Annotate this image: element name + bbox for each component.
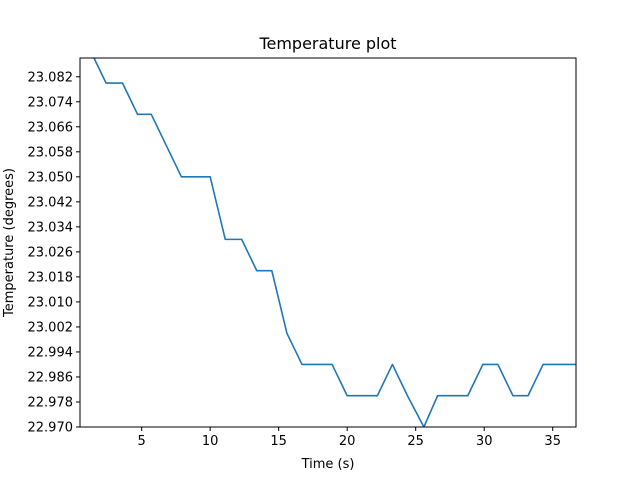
y-tick-label: 22.978 <box>28 395 74 410</box>
y-tick-label: 23.066 <box>28 120 74 135</box>
y-axis: 22.970 22.978 22.986 22.994 23.002 23.010 23.0… <box>28 70 80 436</box>
x-tick-label: 25 <box>407 434 424 449</box>
y-tick-label: 22.970 <box>28 421 74 436</box>
x-tick-label: 20 <box>339 434 356 449</box>
y-tick-label: 23.058 <box>28 145 74 160</box>
y-tick-label: 23.010 <box>28 295 74 310</box>
y-axis-label: Temperature (degrees) <box>2 168 17 318</box>
y-tick-label: 23.018 <box>28 270 74 285</box>
x-tick-label: 5 <box>138 434 146 449</box>
y-tick-label: 23.002 <box>28 320 74 335</box>
series-layer <box>93 58 576 427</box>
x-tick-label: 15 <box>270 434 287 449</box>
y-tick-label: 22.994 <box>28 345 74 360</box>
y-tick-label: 23.082 <box>28 70 74 85</box>
y-tick-label: 22.986 <box>28 370 74 385</box>
y-tick-label: 23.026 <box>28 245 74 260</box>
series-line-0 <box>93 58 576 427</box>
x-axis-label: Time (s) <box>301 457 355 472</box>
x-tick-label: 30 <box>476 434 493 449</box>
chart-title: Temperature plot <box>258 34 396 53</box>
y-tick-label: 23.074 <box>28 95 74 110</box>
plot-frame <box>79 57 577 428</box>
x-axis: 5 10 15 20 25 30 35 <box>138 427 561 449</box>
y-tick-label: 23.034 <box>28 220 74 235</box>
x-tick-label: 10 <box>202 434 219 449</box>
y-tick-label: 23.042 <box>28 195 74 210</box>
x-tick-label: 35 <box>544 434 561 449</box>
y-tick-label: 23.050 <box>28 170 74 185</box>
